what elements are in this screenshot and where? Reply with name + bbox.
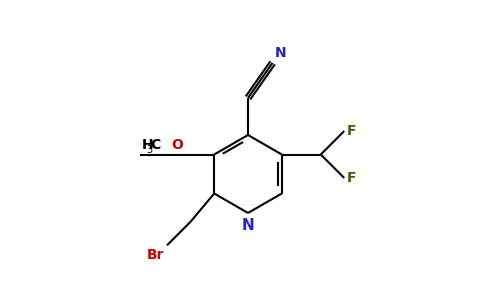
Text: F: F xyxy=(347,124,356,138)
Text: H: H xyxy=(142,138,153,152)
Text: N: N xyxy=(242,218,255,233)
Text: C: C xyxy=(150,138,160,152)
Text: Br: Br xyxy=(147,248,165,262)
Text: 3: 3 xyxy=(147,146,153,155)
Text: N: N xyxy=(275,46,287,60)
Text: F: F xyxy=(347,171,356,185)
Text: O: O xyxy=(171,138,183,152)
